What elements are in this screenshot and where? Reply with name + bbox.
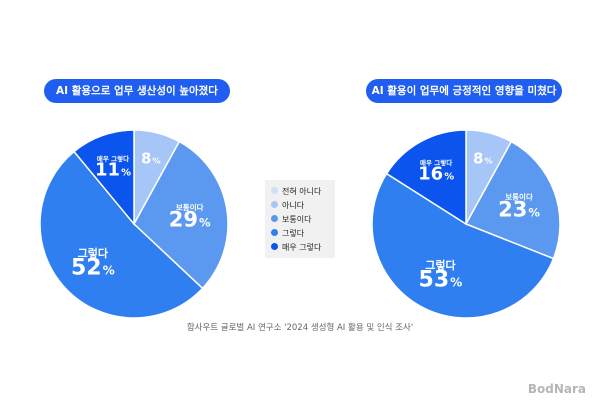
- slice-category-label: 매우 그렇다: [420, 158, 452, 167]
- legend-swatch: [271, 201, 278, 208]
- pie-slice: [133, 140, 229, 290]
- legend-label: 보통이다: [282, 215, 312, 224]
- legend-swatch: [271, 229, 278, 236]
- legend-item-very-yes: 매우 그렇다: [271, 242, 321, 254]
- pie-slice: [39, 150, 204, 319]
- chart-title-right: AI 활용이 업무에 긍정적인 영향을 미쳤다: [366, 79, 562, 103]
- slice-value-label: 29%: [169, 208, 211, 232]
- slice-value-label: 53%: [419, 267, 463, 292]
- legend-label: 매우 그렇다: [282, 243, 322, 252]
- slice-category-label: 매우 그렇다: [97, 154, 129, 163]
- legend-swatch: [271, 215, 278, 222]
- slice-value-label: 16%: [418, 164, 454, 185]
- slice-category-label: 보통이다: [505, 192, 533, 202]
- slice-value-label: 8%: [473, 150, 493, 168]
- slice-value-label: 52%: [71, 256, 115, 281]
- legend-label: 전혀 아니다: [282, 187, 322, 196]
- slice-category-label: 그렇다: [78, 246, 109, 260]
- pie-slice: [464, 140, 561, 260]
- legend-item-neutral: 보통이다: [271, 214, 311, 226]
- source-note: 함사우트 글로벌 AI 연구소 '2024 생성형 AI 활용 및 인식 조사': [186, 323, 414, 333]
- pie-slice: [73, 129, 135, 227]
- brand-logo: BodNara: [527, 382, 586, 396]
- legend: 전혀 아니다 아니다 보통이다 그렇다 매우 그렇다: [265, 180, 335, 258]
- legend-item-none: 전혀 아니다: [271, 186, 321, 198]
- chart-title-left: AI 활용으로 업무 생산성이 높아졌다: [44, 79, 230, 103]
- legend-swatch: [271, 243, 278, 250]
- legend-label: 그렇다: [282, 229, 305, 238]
- slice-value-label: 11%: [95, 160, 131, 181]
- legend-swatch: [271, 187, 278, 194]
- pie-slice: [371, 172, 555, 319]
- legend-item-yes: 그렇다: [271, 228, 304, 240]
- legend-item-no: 아니다: [271, 200, 304, 212]
- slice-category-label: 그렇다: [425, 258, 456, 272]
- legend-label: 아니다: [282, 201, 305, 210]
- slice-value-label: 8%: [141, 150, 161, 168]
- slice-value-label: 23%: [498, 197, 540, 221]
- slice-category-label: 보통이다: [176, 202, 204, 212]
- pie-slice: [385, 129, 467, 226]
